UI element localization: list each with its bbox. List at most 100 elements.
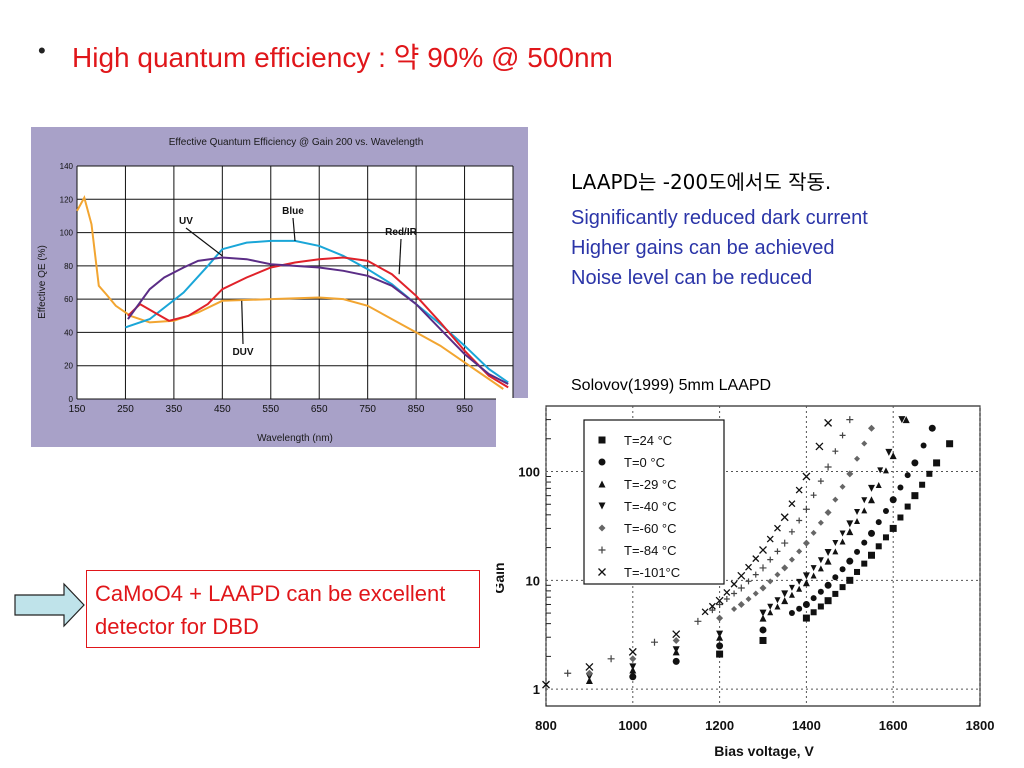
qe-x-tick-label: 950 [456, 404, 473, 415]
gain-data-point [716, 642, 724, 650]
gain-data-point [810, 595, 817, 602]
gain-data-point [607, 655, 615, 663]
gain-data-point [629, 673, 637, 681]
gain-y-tick-label: 100 [518, 465, 540, 480]
gain-data-point [946, 440, 954, 448]
gain-data-point [824, 597, 832, 605]
gain-data-point [810, 492, 817, 499]
gain-data-point [832, 496, 839, 503]
gain-data-point [810, 565, 817, 572]
gain-data-point [846, 416, 854, 424]
gain-tick-labels: 800 1000 1200 1400 1600 1800 1 10 100 [518, 465, 994, 733]
gain-data-point [752, 555, 760, 563]
qe-y-tick-label: 20 [64, 362, 73, 371]
gain-data-point [759, 636, 767, 644]
gain-chart-caption: Solovov(1999) 5mm LAAPD [571, 377, 772, 394]
gain-data-point [877, 467, 884, 474]
gain-data-point [839, 538, 846, 545]
gain-data-point [928, 424, 936, 432]
gain-data-point [889, 452, 897, 460]
gain-data-point [832, 590, 839, 597]
gain-series-6 [542, 418, 833, 689]
side-heading: LAAPD는 -200도에서도 작동. [571, 170, 832, 194]
qe-y-axis-label: Effective QE (%) [37, 245, 48, 319]
qe-x-tick-label: 750 [359, 404, 376, 415]
gain-data-point [839, 530, 846, 537]
gain-data-point [802, 505, 810, 513]
gain-data-point [774, 524, 781, 532]
gain-data-point [759, 614, 767, 622]
gain-data-point [672, 646, 680, 654]
gain-data-point [564, 669, 572, 677]
qe-x-tick-label: 550 [262, 404, 279, 415]
gain-data-point [585, 673, 593, 681]
gain-data-point [759, 546, 767, 554]
gain-legend-marker [598, 436, 606, 444]
gain-data-point [875, 543, 882, 550]
gain-data-point [788, 591, 795, 598]
gain-data-point [897, 514, 904, 521]
gain-data-point [839, 432, 846, 439]
gain-data-point [882, 507, 889, 514]
gain-data-point [919, 481, 926, 488]
gain-data-point [854, 548, 861, 555]
gain-data-points [542, 416, 954, 689]
gain-data-point [788, 609, 795, 616]
gain-data-point [723, 595, 730, 602]
gain-data-point [672, 657, 680, 665]
gain-data-point [861, 507, 868, 514]
gain-data-point [759, 609, 767, 617]
qe-annotation-pointer [398, 238, 402, 275]
gain-data-point [774, 571, 781, 578]
gain-data-point [882, 467, 889, 474]
gain-data-point [875, 482, 882, 489]
gain-data-point [817, 603, 824, 610]
gain-data-point [897, 484, 904, 491]
gain-data-point [731, 606, 738, 613]
gain-data-point [737, 571, 746, 580]
gain-data-point [824, 509, 832, 517]
gain-series-5 [564, 416, 854, 677]
gain-series-0 [716, 440, 954, 658]
gain-data-point [723, 588, 731, 596]
gain-data-point [904, 503, 911, 510]
gain-series-3 [585, 416, 906, 681]
gain-data-point [926, 470, 933, 477]
gain-data-point [810, 572, 817, 579]
gain-data-point [854, 455, 861, 462]
gain-data-point [767, 603, 774, 610]
gain-data-point [716, 614, 724, 622]
gain-data-point [672, 630, 681, 639]
gain-data-point [920, 442, 927, 449]
gain-data-point [832, 448, 839, 455]
gain-data-point [846, 528, 854, 536]
gain-data-point [824, 418, 833, 427]
gain-data-point [824, 557, 832, 565]
gain-data-point [846, 576, 854, 584]
gain-data-point [745, 563, 752, 571]
gain-data-point [585, 669, 593, 677]
gain-data-point [846, 470, 854, 478]
gain-data-point [824, 581, 832, 589]
qe-x-tick-label: 250 [117, 404, 134, 415]
gain-data-point [781, 539, 789, 547]
gain-data-point [629, 663, 637, 671]
gain-data-point [745, 595, 752, 602]
gain-data-point [868, 551, 875, 559]
gain-data-point [839, 483, 846, 490]
gain-data-point [781, 597, 789, 605]
qe-series-line-3 [127, 256, 509, 385]
qe-y-tick-label: 80 [64, 262, 73, 271]
qe-series-lines [76, 194, 509, 390]
gain-data-point [716, 650, 724, 658]
gain-series-4 [585, 424, 875, 677]
gain-data-point [694, 617, 702, 625]
gain-data-point [628, 647, 637, 656]
gain-data-point [730, 580, 738, 588]
gain-legend-label: T=-40 °C [624, 499, 677, 514]
gain-data-point [767, 556, 774, 563]
side-point: Higher gains can be achieved [571, 237, 835, 259]
gain-data-point [832, 540, 839, 547]
gain-data-point [846, 520, 854, 528]
qe-x-tick-label: 850 [408, 404, 425, 415]
